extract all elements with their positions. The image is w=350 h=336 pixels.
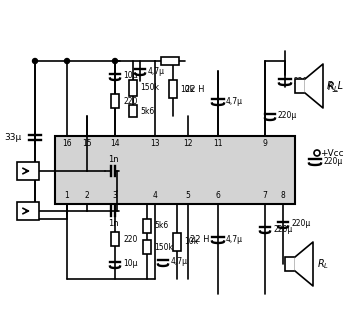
Text: 16: 16 <box>62 139 72 149</box>
Text: 220µ: 220µ <box>323 157 342 166</box>
Text: 33µ: 33µ <box>5 133 22 142</box>
Text: 10µ: 10µ <box>123 72 138 81</box>
Text: 150k: 150k <box>154 243 173 252</box>
Bar <box>129 80 137 96</box>
Text: 5k6: 5k6 <box>140 107 154 116</box>
Text: 5k6: 5k6 <box>154 221 168 230</box>
Text: 10k: 10k <box>184 238 198 247</box>
Bar <box>169 80 177 98</box>
Text: 15: 15 <box>82 139 92 149</box>
Circle shape <box>64 58 70 64</box>
Text: 220: 220 <box>123 235 137 244</box>
Bar <box>111 232 119 246</box>
Text: 13: 13 <box>150 139 160 149</box>
Text: 12: 12 <box>183 139 193 149</box>
Text: 11: 11 <box>213 139 223 149</box>
Bar <box>173 233 181 251</box>
Text: 4,7µ: 4,7µ <box>226 96 243 106</box>
Text: +Vcc: +Vcc <box>320 149 344 158</box>
Circle shape <box>33 58 37 64</box>
Text: 10k: 10k <box>180 84 194 93</box>
Text: 8: 8 <box>281 192 285 201</box>
Bar <box>295 79 305 93</box>
Text: 150k: 150k <box>140 84 159 92</box>
Text: 220µ: 220µ <box>273 224 292 234</box>
Text: R_L: R_L <box>327 81 344 91</box>
Text: 220µ: 220µ <box>278 112 297 121</box>
Text: 1: 1 <box>65 192 69 201</box>
Text: 4: 4 <box>153 192 158 201</box>
Text: 9: 9 <box>262 139 267 149</box>
Text: 6: 6 <box>216 192 220 201</box>
Text: 5: 5 <box>186 192 190 201</box>
Bar <box>55 136 295 204</box>
Bar <box>161 57 179 65</box>
Circle shape <box>112 58 118 64</box>
Text: 4,7µ: 4,7µ <box>148 67 165 76</box>
Text: 4,7µ: 4,7µ <box>171 257 188 266</box>
Text: $R_L$: $R_L$ <box>327 80 339 94</box>
Text: 1n: 1n <box>108 155 118 164</box>
Text: 220µ: 220µ <box>291 219 310 228</box>
Circle shape <box>314 150 320 156</box>
Bar <box>143 219 151 233</box>
Bar <box>17 202 39 220</box>
Bar <box>111 94 119 108</box>
Bar <box>285 257 295 271</box>
Polygon shape <box>305 64 323 108</box>
Text: 220: 220 <box>123 96 137 106</box>
Text: 14: 14 <box>110 139 120 149</box>
Text: 7: 7 <box>262 192 267 201</box>
Bar <box>129 105 137 117</box>
Text: 4,7µ: 4,7µ <box>226 235 243 244</box>
Bar <box>17 162 39 180</box>
Text: $R_L$: $R_L$ <box>317 257 329 271</box>
Text: 3: 3 <box>113 192 118 201</box>
Polygon shape <box>295 242 313 286</box>
Text: 1n: 1n <box>108 219 118 228</box>
Text: 22 H: 22 H <box>185 84 204 93</box>
Text: 2: 2 <box>85 192 89 201</box>
Text: 22 H: 22 H <box>190 235 210 244</box>
Bar <box>143 240 151 254</box>
Text: 10µ: 10µ <box>123 259 138 268</box>
Text: 220µ: 220µ <box>293 77 312 85</box>
